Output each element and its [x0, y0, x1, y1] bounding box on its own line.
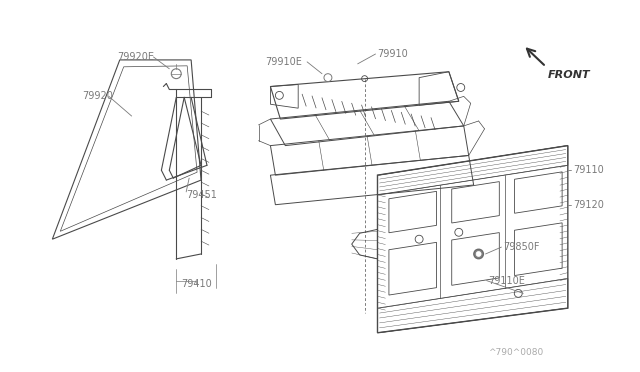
- Text: ^790^0080: ^790^0080: [488, 348, 544, 357]
- Text: 79920: 79920: [82, 92, 113, 101]
- Text: 79850F: 79850F: [504, 242, 540, 252]
- Text: 79110: 79110: [573, 165, 604, 175]
- Text: 79120: 79120: [573, 200, 604, 210]
- Circle shape: [474, 249, 484, 259]
- Text: 79451: 79451: [186, 190, 217, 200]
- Text: 79410: 79410: [180, 279, 211, 289]
- Circle shape: [476, 251, 481, 256]
- Text: 79910: 79910: [378, 49, 408, 59]
- Text: FRONT: FRONT: [548, 70, 591, 80]
- Text: 79920E: 79920E: [116, 52, 154, 62]
- Text: 79110E: 79110E: [488, 276, 525, 286]
- Text: 79910E: 79910E: [266, 57, 302, 67]
